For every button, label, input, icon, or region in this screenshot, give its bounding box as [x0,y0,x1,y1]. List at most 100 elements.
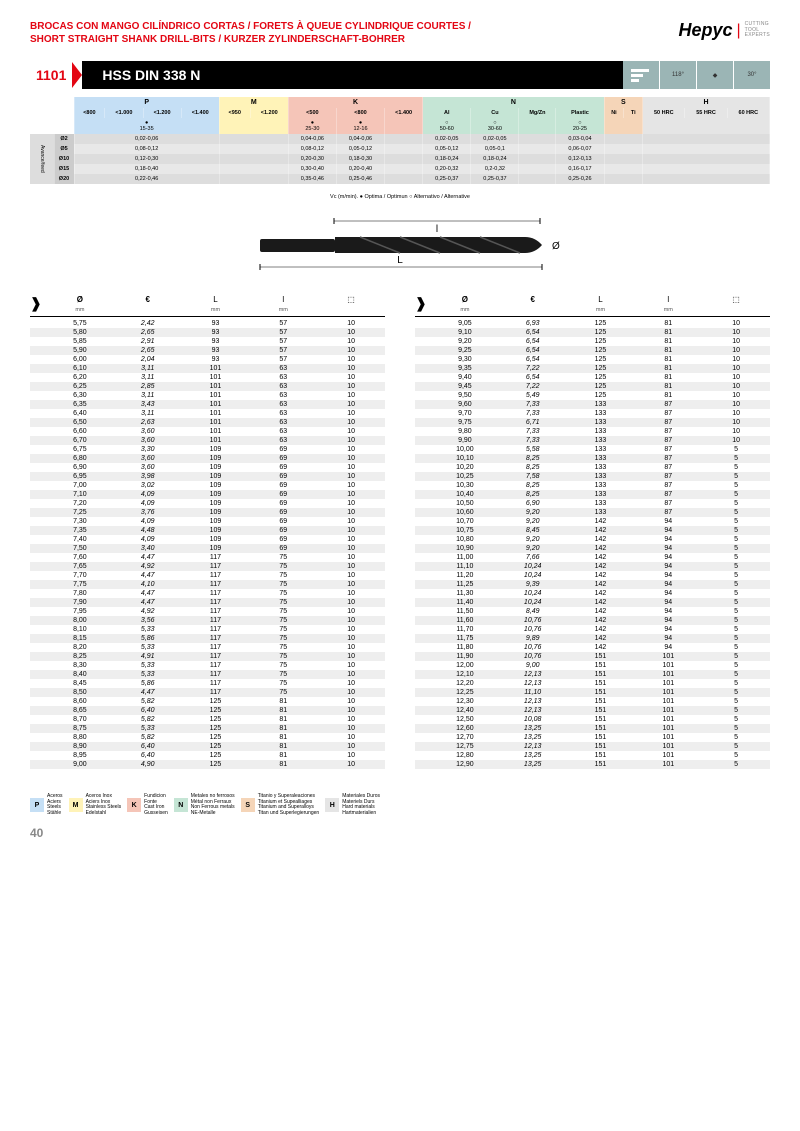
spec-row: 6,953,981096910 [30,472,385,481]
spec-row: 8,305,331177510 [30,661,385,670]
spec-row: 7,954,921177510 [30,607,385,616]
spec-row: 12,6013,251511015 [415,724,770,733]
spec-row: 12,009,001511015 [415,661,770,670]
svg-text:l: l [436,224,438,235]
spec-row: 5,752,42935710 [30,319,385,328]
product-code: 1101 [30,63,72,87]
spec-row: 12,4012,131511015 [415,706,770,715]
spec-row: 7,754,101177510 [30,580,385,589]
legend-item: STitanio y SuperaleacionesTitanium et Su… [241,794,320,816]
material-legend: PAcerosAciersSteelsStähleMAceros InoxAci… [30,794,770,816]
legend-item: PAcerosAciersSteelsStähle [30,794,63,816]
helix-angle-icon: 30° [734,61,770,89]
spec-row: 7,904,471177510 [30,598,385,607]
spec-row: 12,5010,081511015 [415,715,770,724]
spec-row: 10,909,20142945 [415,544,770,553]
spec-row: 9,256,541258110 [415,346,770,355]
spec-row: 10,758,45142945 [415,526,770,535]
spec-row: 5,802,65935710 [30,328,385,337]
spec-row: 12,8013,251511015 [415,751,770,760]
spec-row: 6,353,431016310 [30,400,385,409]
spec-row: 11,007,66142945 [415,553,770,562]
spec-row: 9,707,331338710 [415,409,770,418]
spec-row: 5,902,65935710 [30,346,385,355]
spec-row: 11,8010,76142945 [415,643,770,652]
spec-row: 5,852,91935710 [30,337,385,346]
spec-row: 11,759,89142945 [415,634,770,643]
spec-row: 7,804,471177510 [30,589,385,598]
spec-row: 8,656,401258110 [30,706,385,715]
spec-row: 8,105,331177510 [30,625,385,634]
spec-row: 7,354,481096910 [30,526,385,535]
svg-text:L: L [397,255,403,266]
spec-row: 8,906,401258110 [30,742,385,751]
spec-row: 7,253,761096910 [30,508,385,517]
spec-header-right: ❱ Ømm € Lmm lmm ⬚ [415,295,770,317]
title-line-2: SHORT STRAIGHT SHANK DRILL-BITS / KURZER… [30,33,471,46]
spec-row: 7,704,471177510 [30,571,385,580]
spec-row: 6,753,301096910 [30,445,385,454]
page-number: 40 [30,826,770,840]
spec-row: 11,6010,76142945 [415,616,770,625]
title-line-1: BROCAS CON MANGO CILÍNDRICO CORTAS / FOR… [30,20,471,33]
spec-row: 10,709,20142945 [415,517,770,526]
spec-row: 7,404,091096910 [30,535,385,544]
cutting-row: Avance/feedØ20,02-0,060,04-0,060,04-0,06… [30,134,770,144]
product-name: HSS DIN 338 N [82,61,623,89]
spec-row: 12,7512,131511015 [415,742,770,751]
spec-row: 7,003,021096910 [30,481,385,490]
logo-tagline: CUTTINGTOOLEXPERTS [745,22,770,39]
spec-row: 10,108,25133875 [415,454,770,463]
spec-row: 12,1012,131511015 [415,670,770,679]
spec-row: 9,056,931258110 [415,319,770,328]
spec-row: 11,3010,24142945 [415,589,770,598]
legend-item: HMateriales DurosMateriels DursHard mate… [325,794,380,816]
spec-row: 12,3012,131511015 [415,697,770,706]
spec-row: 8,956,401258110 [30,751,385,760]
logo-text: Hepyc [678,20,732,41]
page-header: BROCAS CON MANGO CILÍNDRICO CORTAS / FOR… [30,20,770,46]
spec-row: 6,103,111016310 [30,364,385,373]
spec-row: 7,604,471177510 [30,553,385,562]
spec-row: 9,004,901258110 [30,760,385,769]
spec-row: 6,502,631016310 [30,418,385,427]
spec-left-column: ❱ Ømm € Lmm lmm ⬚ 5,752,429357105,802,65… [30,295,385,769]
title-block: BROCAS CON MANGO CILÍNDRICO CORTAS / FOR… [30,20,471,46]
spec-row: 10,308,25133875 [415,481,770,490]
cutting-row: Ø200,22-0,460,35-0,460,25-0,460,25-0,370… [30,174,770,184]
spec-row: 9,607,331338710 [415,400,770,409]
spec-row: 8,254,911177510 [30,652,385,661]
arrow-icon: ❱ [30,295,46,313]
spec-header-left: ❱ Ømm € Lmm lmm ⬚ [30,295,385,317]
spec-row: 6,803,601096910 [30,454,385,463]
spec-row: 7,503,401096910 [30,544,385,553]
tolerance-icon [623,61,659,89]
spec-row: 9,406,541258110 [415,373,770,382]
spec-row: 9,907,331338710 [415,436,770,445]
spec-row: 6,252,851016310 [30,382,385,391]
spec-row: 9,306,541258110 [415,355,770,364]
spec-row: 12,2012,131511015 [415,679,770,688]
spec-row: 10,506,90133875 [415,499,770,508]
spec-row: 8,705,821258110 [30,715,385,724]
spec-row: 10,208,25133875 [415,463,770,472]
cutting-subheaders: <800<1.000<1.200<1.400 <950<1.200 <500<8… [30,108,770,118]
spec-row: 9,106,541258110 [415,328,770,337]
cutting-row: Ø150,18-0,400,30-0,400,20-0,400,20-0,320… [30,164,770,174]
spec-row: 6,403,111016310 [30,409,385,418]
spec-row: 10,809,20142945 [415,535,770,544]
spec-row: 7,654,921177510 [30,562,385,571]
spec-row: 9,807,331338710 [415,427,770,436]
spec-row: 8,205,331177510 [30,643,385,652]
spec-row: 7,104,091096910 [30,490,385,499]
spec-row: 6,603,601016310 [30,427,385,436]
spec-row: 8,805,821258110 [30,733,385,742]
spec-row: 9,505,491258110 [415,391,770,400]
spec-row: 11,2010,24142945 [415,571,770,580]
product-bar: 1101 HSS DIN 338 N 118° ◆ 30° [30,61,770,89]
svg-text:Ø: Ø [552,241,560,252]
spec-row: 9,457,221258110 [415,382,770,391]
spec-row: 11,259,39142945 [415,580,770,589]
spec-row: 10,609,20133875 [415,508,770,517]
spec-row: 6,002,04935710 [30,355,385,364]
